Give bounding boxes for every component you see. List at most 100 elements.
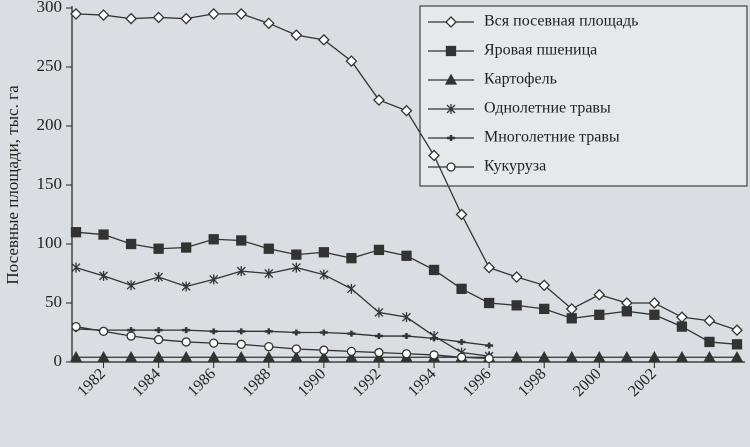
data-point [484,353,494,364]
data-point [565,350,578,362]
data-point [374,307,384,318]
data-point [400,104,413,117]
data-point [264,342,274,352]
data-point [455,208,468,221]
data-point [428,149,440,162]
data-point [98,229,109,240]
data-point [237,328,246,335]
data-point [539,303,550,315]
data-point [235,7,248,20]
data-point [181,337,191,347]
data-point [648,350,661,362]
legend-marker [447,135,455,141]
data-point [319,329,328,336]
x-tick-label: 1988 [240,365,275,400]
data-point [209,328,218,335]
x-tick-label: 1994 [405,365,440,400]
x-tick-label: 1982 [74,365,109,400]
data-point [485,342,494,349]
legend-label: Кукуруза [484,158,546,175]
data-point [264,328,273,335]
data-point [402,333,411,340]
legend-label: Многолетние травы [484,129,620,146]
data-point [98,326,109,336]
data-point [180,12,193,25]
data-point [291,344,301,354]
data-point [319,269,329,280]
data-point [703,314,716,327]
data-point [125,238,137,250]
data-point [262,350,275,362]
data-point [291,262,301,273]
legend-marker [446,162,456,172]
data-point [649,309,660,320]
data-point [538,350,551,362]
data-point [621,306,632,317]
x-tick-label: 1990 [295,365,330,400]
data-point [374,333,383,340]
data-point [347,330,356,337]
data-point [152,11,165,24]
data-point [703,350,716,362]
y-tick-label: 100 [37,233,63,252]
legend-label: Картофель [484,71,557,88]
y-tick-label: 50 [45,292,62,311]
data-point [675,311,688,324]
x-tick-label: 1992 [350,365,385,400]
data-point [263,243,274,254]
data-point [704,336,715,348]
data-point [318,247,330,258]
data-point [731,339,743,350]
data-point [429,350,439,360]
data-point [430,335,439,342]
data-point [373,94,385,106]
data-point [292,329,301,336]
series-line [75,231,738,345]
legend-marker [445,16,457,28]
legend-marker [444,73,458,85]
data-point [428,264,440,276]
data-point [97,350,110,362]
data-point [346,283,356,294]
data-point [124,350,138,362]
data-point [401,349,412,359]
legend [419,5,748,187]
data-point [483,261,496,274]
data-point [374,347,384,358]
data-point [566,313,577,324]
data-point [730,350,744,362]
data-point [593,350,606,362]
legend-marker [446,104,456,114]
y-tick-label: 300 [37,0,63,16]
data-point [209,338,219,348]
data-point [291,249,302,260]
data-point [373,244,385,256]
data-point [71,262,81,273]
x-tick-label: 1986 [184,365,219,400]
data-point [209,274,219,285]
data-point [345,55,358,68]
data-point [207,7,220,20]
data-point [99,270,109,281]
data-point [126,280,136,291]
data-point [457,338,466,345]
data-point [317,350,330,362]
data-point [264,268,274,279]
data-point [731,324,743,337]
data-point [510,271,523,283]
data-point [236,339,246,349]
data-point [153,243,164,254]
data-point [346,253,357,264]
data-point [154,327,163,334]
x-tick-label: 1998 [515,365,550,400]
data-point [290,29,303,42]
data-point [510,350,523,362]
data-point [594,309,605,320]
data-point [511,300,522,311]
legend-label: Яровая пшеница [484,42,597,59]
data-point [126,331,136,341]
y-tick-label: 250 [37,56,63,75]
data-point [346,346,357,357]
data-point [676,321,688,332]
data-point [180,350,193,362]
